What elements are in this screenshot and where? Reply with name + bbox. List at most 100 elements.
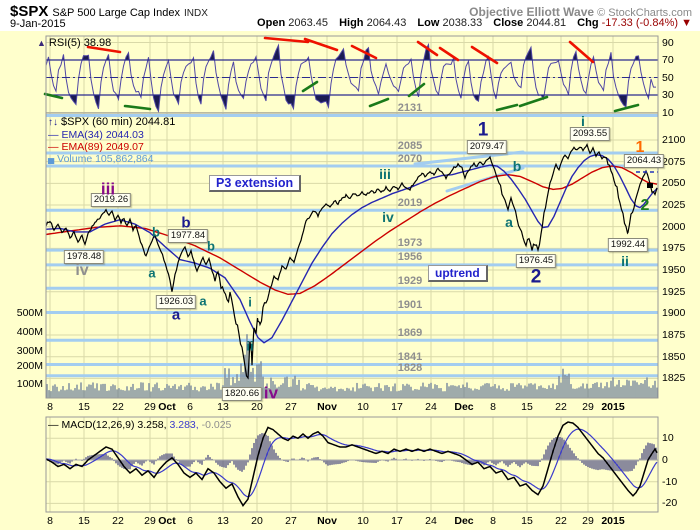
price-level-label: 2131	[397, 102, 423, 114]
macd-date-axis-tick: 15	[78, 515, 90, 527]
price-callout: 2064.43	[623, 154, 665, 168]
date-axis-tick: 15	[521, 401, 533, 413]
brand-text: Objective Elliott Wave	[469, 5, 595, 19]
macd-hist-value: -0.025	[201, 419, 232, 431]
date-axis-tick: 22	[555, 401, 567, 413]
wave-label: a	[505, 214, 513, 230]
price-axis-tick: 1850	[662, 350, 686, 363]
macd-date-axis-tick: 22	[112, 515, 124, 527]
price-level-label: 1901	[397, 298, 423, 311]
macd-date-axis-tick: 27	[285, 515, 297, 527]
price-callout: 1978.48	[63, 250, 105, 264]
date-axis-tick: 15	[78, 401, 90, 413]
wave-label: iii	[100, 179, 116, 199]
date-axis-tick: 22	[112, 401, 124, 413]
close-label: Close	[493, 17, 524, 29]
macd-signal-value: 3.283,	[169, 419, 199, 431]
rsi-legend: ▲ RSI(5) 38.98	[37, 37, 111, 49]
wave-label: a	[148, 265, 156, 281]
wave-label: b	[207, 238, 215, 254]
spx-legend-text: $SPX (60 min) 2044.81	[61, 116, 176, 128]
price-axis-tick: 1900	[662, 307, 686, 320]
ohlc-row: Open 2063.45 High 2064.43 Low 2038.33 Cl…	[249, 17, 692, 29]
wave-label: iv	[382, 209, 394, 225]
copyright: © StockCharts.com	[597, 7, 692, 19]
spx-legend: ↑↓ $SPX (60 min) 2044.81	[48, 116, 175, 128]
date-axis-tick: 24	[425, 401, 437, 413]
macd-date-axis-tick: 24	[425, 515, 437, 527]
rsi-legend-text: RSI(5) 38.98	[48, 37, 112, 49]
rsi-axis-tick: 10	[662, 106, 674, 119]
wave-label: iii	[379, 166, 391, 182]
price-axis-tick: 1925	[662, 285, 686, 298]
date-axis-tick: Dec	[454, 401, 474, 413]
wave-label: iv	[75, 262, 89, 279]
ema89-legend: — EMA(89) 2049.07	[48, 141, 144, 153]
wave-label: 2	[530, 266, 542, 288]
macd-axis-tick: -10	[662, 475, 678, 488]
high-label: High	[339, 17, 364, 29]
date-axis-tick: 29	[582, 401, 594, 413]
brand-header: Objective Elliott Wave © StockCharts.com	[469, 3, 692, 21]
price-level-label: 1929	[397, 274, 423, 287]
macd-axis-tick: 0	[662, 454, 668, 466]
macd-date-axis-tick: 20	[251, 515, 263, 527]
date-axis-tick: 8	[490, 401, 496, 413]
price-callout: 2019.26	[90, 193, 132, 207]
volume-legend-text: Volume 105,862,864	[57, 153, 154, 165]
wave-label: 2	[640, 197, 650, 214]
price-axis-tick: 2050	[662, 177, 686, 190]
symbol-name: S&P 500 Large Cap Index	[52, 7, 180, 19]
price-callout: 1977.84	[167, 229, 209, 243]
date-axis-tick: 2015	[601, 401, 625, 413]
low-value: 2038.33	[442, 17, 483, 29]
price-callout: 1976.45	[515, 254, 557, 268]
ema34-legend: — EMA(34) 2044.03	[48, 129, 144, 141]
price-axis-tick: 1975	[662, 242, 686, 255]
close-value: 2044.81	[526, 17, 567, 29]
date-axis-tick: 29	[144, 401, 156, 413]
wave-label: iv	[263, 383, 279, 403]
price-callout: 1992.44	[607, 238, 649, 252]
wave-label: 1	[635, 139, 645, 156]
date-axis-tick: 13	[217, 401, 229, 413]
macd-date-axis-tick: 10	[357, 515, 369, 527]
macd-date-axis-tick: 29	[582, 515, 594, 527]
rsi-axis-tick: 70	[662, 54, 674, 66]
price-level-label: 1956	[397, 251, 423, 264]
price-callout: 1820.66	[221, 387, 263, 401]
volume-axis-tick: 100M	[16, 378, 43, 390]
price-axis-tick: 1875	[662, 329, 686, 342]
price-callout: 1926.03	[155, 295, 197, 309]
macd-date-axis-tick: 8	[47, 515, 53, 527]
chg-label: Chg	[577, 17, 599, 29]
wave-label: ii	[621, 253, 629, 269]
price-level-label: 2070	[397, 152, 423, 165]
macd-date-axis-tick: Dec	[454, 515, 474, 527]
volume-legend: ▅ Volume 105,862,864	[48, 153, 154, 165]
rsi-axis-tick: 90	[662, 36, 674, 49]
volume-axis-tick: 300M	[16, 345, 43, 357]
wave-label: a	[199, 293, 207, 309]
wave-label: i	[248, 294, 252, 310]
price-callout: 2093.55	[569, 127, 611, 141]
macd-date-axis-tick: 13	[217, 515, 229, 527]
macd-axis-tick: -20	[662, 497, 678, 510]
macd-legend: — MACD(12,26,9) 3.258, 3.283, -0.025	[48, 419, 231, 431]
volume-axis-tick: 400M	[16, 326, 43, 338]
volume-axis-tick: 500M	[16, 307, 43, 319]
chart-date: 9-Jan-2015	[10, 18, 66, 30]
macd-line-icon: —	[48, 419, 59, 431]
macd-date-axis-tick: 8	[490, 515, 496, 527]
price-level-label: 2085	[397, 139, 423, 152]
wave-label: a	[171, 306, 181, 324]
wave-label: ii	[246, 338, 254, 354]
macd-axis-tick: 10	[662, 432, 674, 445]
price-level-label: 1869	[397, 326, 423, 339]
wave-label: b	[181, 214, 191, 232]
volume-axis-tick: 200M	[16, 360, 43, 372]
price-callout: 2079.47	[466, 140, 508, 154]
wave-label: b	[152, 224, 160, 240]
